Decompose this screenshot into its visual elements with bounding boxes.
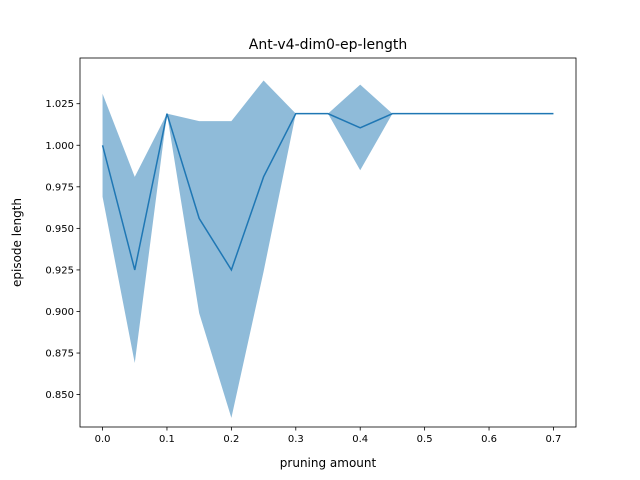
x-tick-label: 0.7 (546, 434, 562, 445)
y-tick-label: 0.875 (45, 349, 74, 360)
y-axis-label: episode length (10, 198, 24, 287)
x-tick-label: 0.4 (352, 434, 368, 445)
y-tick-label: 0.975 (45, 182, 74, 193)
x-tick-label: 0.2 (223, 434, 239, 445)
plot-area (101, 80, 554, 418)
chart-title: Ant-v4-dim0-ep-length (249, 37, 407, 53)
x-tick-label: 0.0 (95, 434, 111, 445)
series-line (101, 112, 554, 272)
x-tick-label: 0.3 (288, 434, 304, 445)
y-tick-label: 0.900 (45, 307, 74, 318)
axes-frame (79, 57, 577, 428)
x-axis-ticks: 0.0 0.1 0.2 0.3 0.4 0.5 0.6 0.7 (95, 427, 562, 445)
x-tick-label: 0.5 (417, 434, 433, 445)
y-tick-label: 1.025 (45, 99, 74, 110)
y-axis-ticks: 0.850 0.875 0.900 0.925 0.950 0.975 1.000 1.025 (45, 99, 80, 401)
x-tick-label: 0.6 (481, 434, 497, 445)
x-axis-label: pruning amount (280, 456, 377, 470)
x-tick-label: 0.1 (159, 434, 175, 445)
y-tick-label: 0.925 (45, 265, 74, 276)
y-tick-label: 0.950 (45, 224, 74, 235)
confidence-band (102, 80, 554, 418)
y-tick-label: 0.850 (45, 390, 74, 401)
y-tick-label: 1.000 (45, 141, 74, 152)
